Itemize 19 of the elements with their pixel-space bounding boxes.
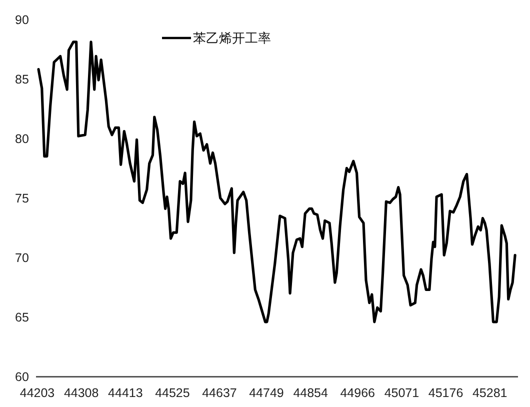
x-tick-label: 45176: [428, 386, 464, 400]
y-tick-label: 80: [15, 132, 29, 146]
x-tick-label: 44308: [64, 386, 99, 400]
legend-label: 苯乙烯开工率: [193, 30, 271, 46]
x-tick-label: 44854: [293, 386, 328, 400]
x-tick-label: 44966: [340, 386, 376, 400]
x-tick-label: 44637: [202, 386, 237, 400]
x-tick-label: 45071: [384, 386, 420, 400]
x-tick-label: 44525: [155, 386, 190, 400]
x-tick-label: 45281: [472, 386, 508, 400]
x-tick-label: 44203: [20, 386, 55, 400]
y-tick-label: 65: [15, 310, 29, 325]
y-tick-label: 60: [15, 370, 29, 384]
y-tick-label: 90: [15, 12, 29, 27]
x-tick-label: 44749: [249, 386, 284, 400]
x-tick-label: 44413: [108, 386, 143, 400]
y-tick-label: 75: [15, 192, 29, 206]
y-tick-label: 70: [15, 251, 29, 266]
y-tick-label: 85: [15, 72, 29, 86]
